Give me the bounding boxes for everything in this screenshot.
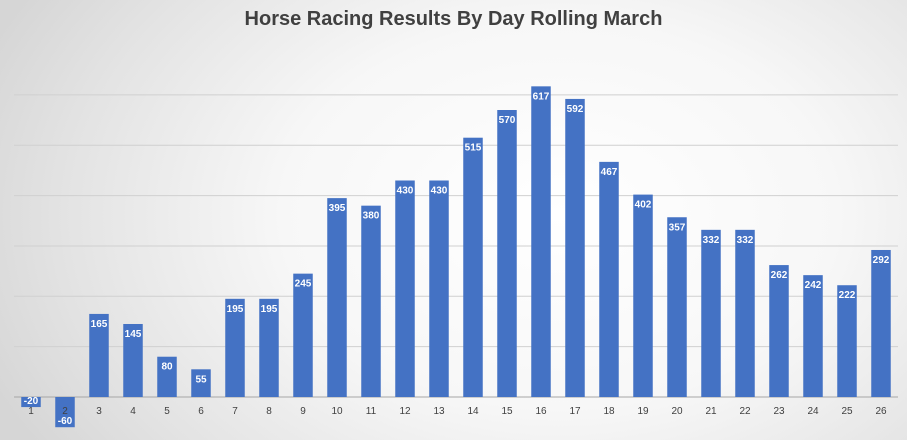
data-label-9: 245 — [295, 279, 312, 290]
data-label-20: 357 — [669, 222, 686, 233]
data-label-25: 222 — [839, 290, 856, 301]
data-label-26: 292 — [873, 255, 890, 266]
data-label-12: 430 — [397, 185, 414, 196]
bar-23 — [769, 265, 789, 397]
bar-4 — [123, 323, 143, 397]
data-label-8: 195 — [261, 304, 278, 315]
x-tick-label-11: 11 — [366, 406, 377, 417]
x-tick-label-23: 23 — [773, 406, 785, 417]
bar-20 — [667, 217, 687, 397]
bar-5 — [157, 356, 177, 397]
data-label-19: 402 — [635, 200, 652, 211]
data-label-21: 332 — [703, 235, 720, 246]
bar-21 — [701, 229, 721, 397]
data-label-6: 55 — [195, 374, 207, 385]
bar-2 — [55, 397, 75, 428]
chart-title: Horse Racing Results By Day Rolling Marc… — [244, 8, 663, 30]
x-tick-label-2: 2 — [62, 406, 68, 417]
x-tick-label-22: 22 — [739, 406, 751, 417]
x-tick-label-16: 16 — [535, 406, 547, 417]
x-tick-label-12: 12 — [399, 406, 411, 417]
data-label-15: 570 — [499, 115, 516, 126]
data-label-13: 430 — [431, 185, 448, 196]
bar-8 — [259, 298, 279, 397]
bar-1 — [21, 397, 41, 408]
bar-17 — [565, 98, 585, 397]
data-label-4: 145 — [125, 329, 142, 340]
x-tick-label-5: 5 — [164, 406, 170, 417]
bar-13 — [429, 180, 449, 397]
bar-11 — [361, 205, 381, 397]
x-tick-label-9: 9 — [300, 406, 306, 417]
data-label-11: 380 — [363, 211, 380, 222]
data-label-10: 395 — [329, 203, 346, 214]
data-label-17: 592 — [567, 104, 584, 115]
bar-22 — [735, 229, 755, 397]
data-label-22: 332 — [737, 235, 754, 246]
data-label-16: 617 — [533, 91, 550, 102]
bar-24 — [803, 275, 823, 397]
x-tick-label-10: 10 — [331, 406, 343, 417]
bar-18 — [599, 161, 619, 397]
x-tick-label-6: 6 — [198, 406, 204, 417]
data-label-24: 242 — [805, 280, 822, 291]
x-tick-label-25: 25 — [841, 406, 853, 417]
data-label-5: 80 — [161, 362, 173, 373]
bar-19 — [633, 194, 653, 397]
x-tick-label-1: 1 — [28, 406, 34, 417]
x-tick-label-4: 4 — [130, 406, 136, 417]
bar-14 — [463, 137, 483, 397]
bar-26 — [871, 249, 891, 397]
data-label-7: 195 — [227, 304, 244, 315]
x-tick-label-17: 17 — [569, 406, 581, 417]
bar-3 — [89, 313, 109, 397]
bar-10 — [327, 198, 347, 397]
data-label-14: 515 — [465, 143, 482, 154]
data-label-1: -20 — [24, 396, 39, 407]
bar-12 — [395, 180, 415, 397]
bar-7 — [225, 298, 245, 397]
x-tick-label-18: 18 — [603, 406, 615, 417]
x-tick-label-7: 7 — [232, 406, 238, 417]
x-tick-label-24: 24 — [807, 406, 819, 417]
bar-6 — [191, 369, 211, 397]
data-label-18: 467 — [601, 167, 618, 178]
x-tick-label-14: 14 — [467, 406, 479, 417]
data-label-3: 165 — [91, 319, 108, 330]
x-tick-label-20: 20 — [671, 406, 683, 417]
x-tick-label-15: 15 — [501, 406, 513, 417]
bar-16 — [531, 86, 551, 397]
bar-9 — [293, 273, 313, 397]
bar-15 — [497, 110, 517, 397]
x-tick-label-3: 3 — [96, 406, 102, 417]
x-tick-label-19: 19 — [637, 406, 649, 417]
bar-25 — [837, 285, 857, 397]
x-tick-label-8: 8 — [266, 406, 272, 417]
data-label-23: 262 — [771, 270, 788, 281]
x-tick-label-21: 21 — [705, 406, 717, 417]
data-label-2: -60 — [58, 416, 73, 427]
x-tick-label-13: 13 — [433, 406, 445, 417]
x-tick-label-26: 26 — [875, 406, 887, 417]
